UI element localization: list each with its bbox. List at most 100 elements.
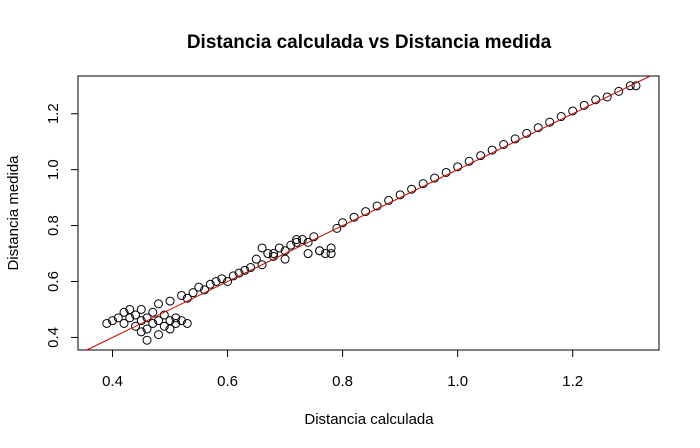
data-point xyxy=(142,335,152,345)
data-point xyxy=(395,190,405,200)
data-point xyxy=(188,288,198,298)
data-point xyxy=(119,307,129,317)
data-point xyxy=(384,195,394,205)
data-point xyxy=(533,123,543,133)
data-point xyxy=(142,313,152,323)
data-point xyxy=(418,179,428,189)
y-tick-label: 1.2 xyxy=(45,103,62,124)
data-point xyxy=(108,316,118,326)
data-point xyxy=(407,184,417,194)
data-point xyxy=(309,232,319,242)
x-tick-label: 0.4 xyxy=(102,373,123,390)
data-point xyxy=(119,318,129,328)
data-point xyxy=(148,318,158,328)
data-point xyxy=(476,151,486,161)
data-point xyxy=(430,173,440,183)
data-point xyxy=(297,235,307,245)
data-point xyxy=(165,296,175,306)
reference-line xyxy=(86,75,651,351)
data-point xyxy=(625,81,635,91)
data-point xyxy=(223,277,233,286)
data-point xyxy=(171,313,181,323)
data-point xyxy=(131,310,141,320)
data-point xyxy=(177,316,187,326)
x-tick-label: 1.0 xyxy=(447,373,468,390)
data-point xyxy=(154,316,164,326)
data-point xyxy=(165,324,175,334)
data-point xyxy=(246,263,256,273)
data-point xyxy=(182,318,192,328)
data-point xyxy=(131,321,141,331)
data-point xyxy=(286,240,296,250)
data-point xyxy=(292,237,302,247)
data-point xyxy=(602,92,612,102)
data-point xyxy=(257,243,267,253)
data-point xyxy=(292,235,302,245)
data-point xyxy=(545,117,555,127)
data-point xyxy=(102,318,112,328)
data-point xyxy=(568,106,578,116)
data-point xyxy=(228,271,238,281)
data-point xyxy=(631,81,641,91)
data-point xyxy=(349,212,359,222)
x-tick-label: 1.2 xyxy=(562,373,583,390)
x-tick-label: 0.6 xyxy=(217,373,238,390)
data-point xyxy=(326,243,336,253)
data-point xyxy=(315,246,325,256)
data-point xyxy=(159,310,169,320)
x-tick-label: 0.8 xyxy=(332,373,353,390)
x-axis: 0.4 0.6 0.8 1.0 1.2 xyxy=(102,349,583,390)
data-point xyxy=(234,268,244,278)
chart-title: Distancia calculada vs Distancia medida xyxy=(187,32,552,53)
data-point xyxy=(194,282,204,292)
data-point xyxy=(579,100,589,110)
data-point xyxy=(269,251,279,261)
data-point xyxy=(251,254,261,264)
y-tick-label: 0.6 xyxy=(45,271,62,292)
data-point xyxy=(154,330,164,340)
data-point xyxy=(556,112,566,122)
data-point xyxy=(441,167,451,177)
data-point xyxy=(510,134,520,144)
data-point xyxy=(263,249,273,259)
data-point xyxy=(453,162,463,172)
data-point xyxy=(303,249,313,259)
data-point xyxy=(211,277,221,286)
data-point xyxy=(205,279,215,289)
data-point xyxy=(614,86,624,96)
data-point xyxy=(361,207,371,217)
data-point xyxy=(154,299,164,309)
data-point xyxy=(332,223,342,233)
data-point xyxy=(217,274,227,284)
data-point xyxy=(303,237,313,247)
data-point xyxy=(499,140,509,149)
data-point xyxy=(159,321,169,331)
data-point xyxy=(200,285,210,295)
data-point xyxy=(177,290,187,300)
data-point xyxy=(464,156,474,166)
data-point xyxy=(338,218,348,228)
x-axis-label: Distancia calculada xyxy=(304,411,434,428)
y-axis: 0.4 0.6 0.8 1.0 1.2 xyxy=(45,103,79,348)
data-point xyxy=(142,324,152,334)
data-point xyxy=(182,293,192,303)
data-point xyxy=(171,318,181,328)
data-point xyxy=(326,249,336,259)
data-point xyxy=(269,249,279,259)
data-point xyxy=(522,128,532,138)
data-point xyxy=(136,316,146,326)
data-point xyxy=(113,313,123,323)
data-point xyxy=(320,249,330,259)
data-point xyxy=(280,254,290,264)
y-tick-label: 0.4 xyxy=(45,327,62,348)
data-point xyxy=(257,260,267,270)
y-tick-label: 1.0 xyxy=(45,159,62,180)
data-point xyxy=(136,304,146,314)
data-point xyxy=(372,201,382,211)
data-point xyxy=(487,145,497,155)
y-tick-label: 0.8 xyxy=(45,215,62,236)
data-point xyxy=(591,95,601,105)
data-point xyxy=(136,327,146,337)
data-point xyxy=(125,304,135,314)
data-point xyxy=(148,307,158,317)
